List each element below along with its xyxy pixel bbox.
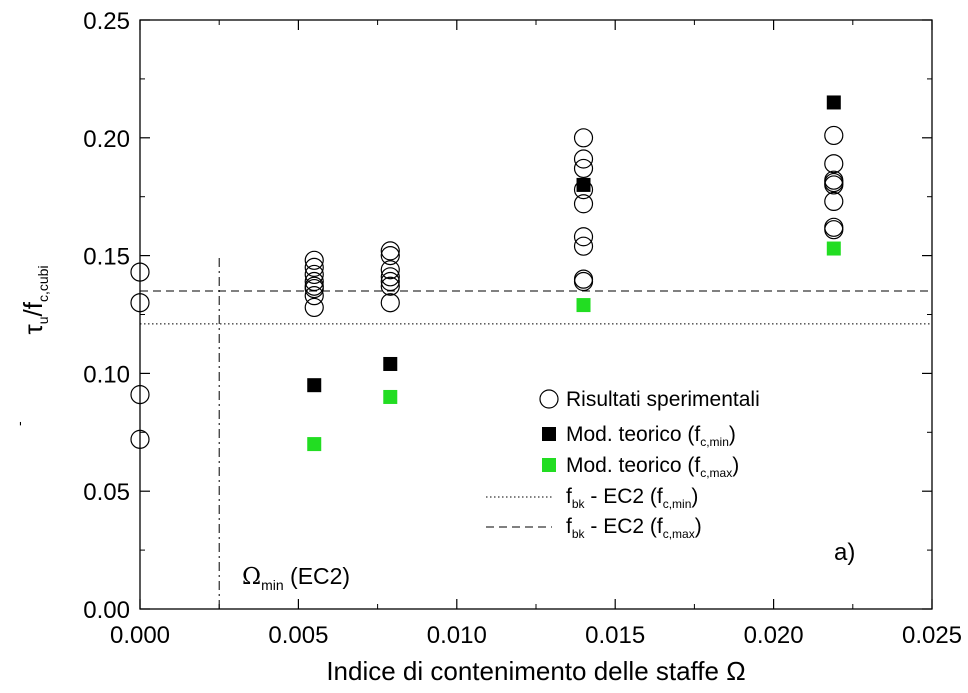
x-tick-label: 0.025 [902,622,962,649]
legend-label-sperimentali: Risultati sperimentali [566,388,760,411]
point-sperimentali [304,264,324,285]
point-teorico_fcmax [576,298,591,313]
svg-text:τu/fc,cubi: τu/fc,cubi [18,265,51,334]
point-teorico_fcmax [307,437,322,452]
x-tick-label: 0.000 [110,622,170,649]
legend-marker-teorico-fcmin [542,427,556,441]
point-sperimentali [573,194,594,214]
data-markers [130,95,844,452]
y-tick-label: 0.00 [83,597,130,624]
point-sperimentali [380,271,400,292]
omega-min-symbol: Ω [242,564,261,590]
legend-marker-sperimentali [539,389,559,409]
point-sperimentali [573,227,594,247]
point-teorico_fcmin [383,356,398,371]
point-sperimentali [824,125,844,146]
point-sperimentali [380,260,400,280]
panel-label: a) [834,539,855,566]
y-axis-title-sub: c,cubi [35,265,51,302]
point-sperimentali [824,175,844,195]
y-tick-label: 0.15 [83,244,130,271]
point-teorico_fcmin [307,378,322,393]
point-sperimentali [573,128,594,148]
y-axis-title: τu/fc,cubi - [11,265,51,426]
legend: Risultati sperimentali Mod. teorico (fc,… [486,388,760,541]
y-tick-label: 0.05 [83,479,130,506]
point-sperimentali [304,250,324,270]
point-sperimentali [573,158,594,179]
x-axis-title: Indice di contenimento delle staffe Ω [326,656,745,686]
y-axis-title-bar: - [11,421,27,426]
point-sperimentali [304,278,324,299]
point-sperimentali [304,271,324,292]
y-axis-title-f: /f [18,301,48,316]
x-tick-label: 0.005 [268,622,328,649]
point-sperimentali [130,385,150,405]
point-teorico_fcmax [826,241,841,256]
point-sperimentali [824,191,844,212]
y-axis-title-tau: τ [18,324,48,335]
x-tick-label: 0.020 [744,622,804,649]
legend-label-teorico-fcmin: Mod. teorico (fc,min) [566,423,736,449]
reference-lines [140,255,932,609]
point-sperimentali [380,267,400,287]
point-sperimentali [380,241,400,261]
point-sperimentali [380,246,400,266]
y-axis-title-u: u [35,316,51,324]
point-sperimentali [573,236,594,256]
point-sperimentali [130,429,150,449]
point-sperimentali [304,286,324,306]
plot-frame [139,19,933,610]
point-sperimentali [130,293,150,313]
omega-min-rest: (EC2) [284,563,350,589]
point-sperimentali [304,257,324,277]
omega-min-annotation: Ωmin (EC2) [242,563,350,593]
point-teorico_fcmax [383,389,398,404]
point-sperimentali [380,293,400,313]
legend-label-fbk-fcmax: fbk - EC2 (fc,max) [566,515,702,541]
point-sperimentali [130,262,150,282]
point-sperimentali [380,276,400,296]
axis-ticks: 0.000 0.005 0.010 0.015 0.020 0.025 0.00 0.05 0.… [83,8,962,649]
legend-label-teorico-fcmax: Mod. teorico (fc,max) [566,454,739,480]
point-sperimentali [573,271,594,292]
point-sperimentali [824,220,844,240]
point-sperimentali [304,297,324,318]
point-teorico_fcmin [576,177,591,192]
y-tick-label: 0.10 [83,361,130,388]
legend-label-fbk-fcmin: fbk - EC2 (fc,min) [566,485,698,511]
y-tick-label: 0.20 [83,126,130,153]
x-tick-label: 0.015 [585,622,645,649]
point-teorico_fcmin [826,95,841,110]
point-sperimentali [824,154,844,174]
point-sperimentali [573,149,594,169]
x-tick-label: 0.010 [427,622,487,649]
y-tick-label: 0.25 [83,8,130,35]
omega-min-sub: min [261,577,284,593]
legend-marker-teorico-fcmax [542,458,556,472]
